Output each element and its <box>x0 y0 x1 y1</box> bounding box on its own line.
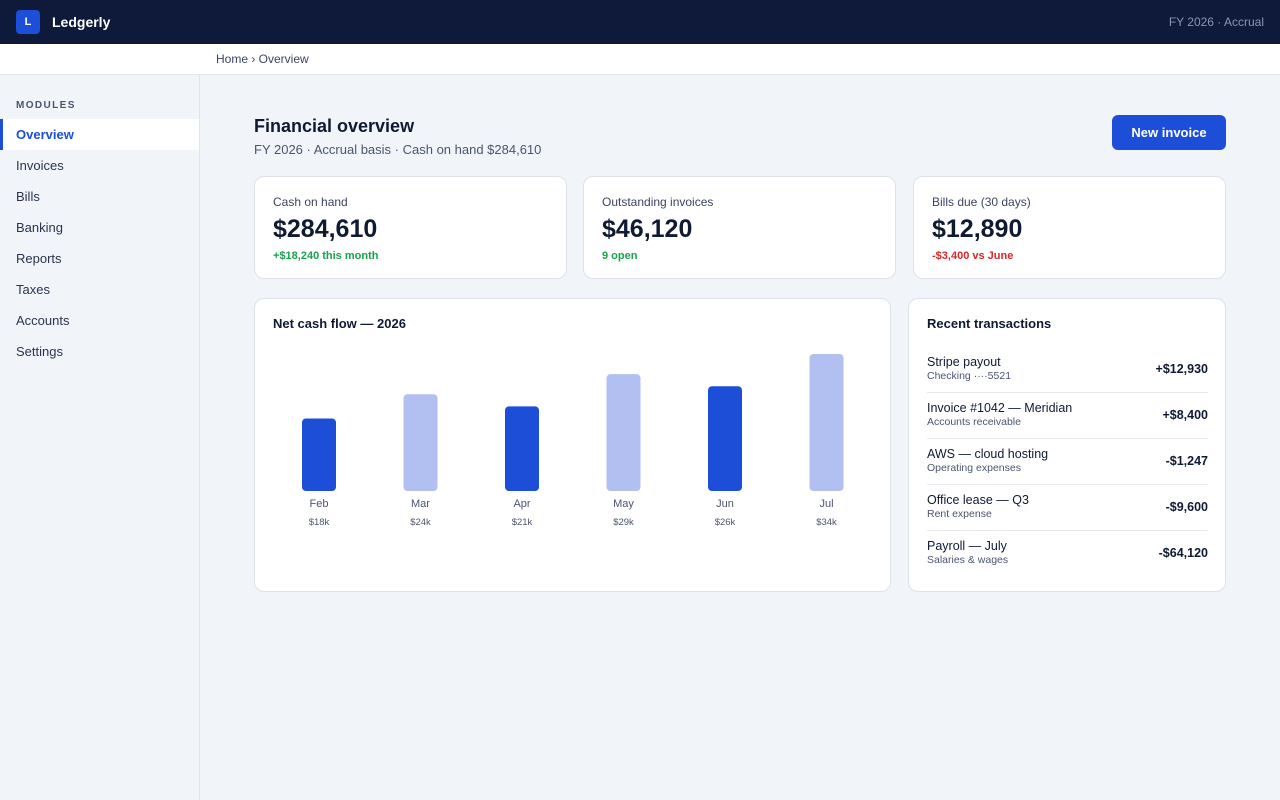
sidebar-item-banking[interactable]: Banking <box>16 220 63 235</box>
kpi-card-outstanding-invoices[interactable]: Outstanding invoices $46,120 9 open <box>583 176 896 279</box>
kpi-delta: +$18,240 this month <box>273 250 379 262</box>
x-tick-label: May <box>613 498 634 510</box>
transaction-account: Rent expense <box>927 508 992 520</box>
bar-jun[interactable] <box>708 386 742 491</box>
transaction-row[interactable]: Stripe payout Checking ····5521 +$12,930 <box>927 347 1208 393</box>
x-tick-label: Jul <box>819 498 833 510</box>
bar-mar[interactable] <box>403 394 438 491</box>
kpi-label: Bills due (30 days) <box>932 195 1031 209</box>
transaction-amount: +$8,400 <box>1162 408 1208 422</box>
transaction-account: Checking ····5521 <box>927 370 1012 382</box>
breadcrumb[interactable]: Home › Overview <box>216 52 309 66</box>
page-subtitle: FY 2026 · Accrual basis · Cash on hand $… <box>254 142 542 157</box>
transaction-row[interactable]: Payroll — July Salaries & wages -$64,120 <box>927 531 1208 577</box>
chart-title: Net cash flow — 2026 <box>273 316 406 331</box>
kpi-value: $284,610 <box>273 215 378 243</box>
bar-value-label: $24k <box>410 517 431 528</box>
transaction-name: AWS — cloud hosting <box>927 447 1049 461</box>
transaction-amount: -$64,120 <box>1158 546 1208 560</box>
bar-value-label: $34k <box>816 517 837 528</box>
sidebar-item-accounts[interactable]: Accounts <box>16 313 70 328</box>
sidebar-item-overview[interactable]: Overview <box>0 119 199 150</box>
transaction-name: Office lease — Q3 <box>927 493 1029 507</box>
transaction-row[interactable]: Office lease — Q3 Rent expense -$9,600 <box>927 485 1208 531</box>
bar-value-label: $29k <box>613 517 634 528</box>
kpi-delta: 9 open <box>602 250 638 262</box>
bar-value-label: $21k <box>512 517 533 528</box>
transaction-amount: +$12,930 <box>1155 362 1208 376</box>
x-tick-label: Feb <box>310 498 329 510</box>
app-name[interactable]: Ledgerly <box>52 14 111 30</box>
kpi-label: Cash on hand <box>273 195 348 209</box>
fiscal-period-label: FY 2026 · Accrual <box>1168 15 1264 29</box>
sidebar-item-invoices[interactable]: Invoices <box>16 158 64 173</box>
kpi-value: $46,120 <box>602 215 693 243</box>
x-tick-label: Jun <box>716 498 734 510</box>
transaction-account: Accounts receivable <box>927 416 1021 428</box>
new-invoice-button[interactable]: New invoice <box>1112 115 1226 150</box>
cash-flow-chart-card: Net cash flow — 2026 Feb $18k Mar $24k Apr $2… <box>254 298 891 592</box>
transactions-list: Stripe payout Checking ····5521 +$12,930… <box>927 347 1208 577</box>
breadcrumb-bar: Home › Overview <box>0 44 1280 75</box>
page-title: Financial overview <box>254 116 415 136</box>
sidebar: MODULES Overview Invoices Bills Banking … <box>0 75 200 800</box>
kpi-delta: -$3,400 vs June <box>932 250 1014 262</box>
transaction-row[interactable]: AWS — cloud hosting Operating expenses -… <box>927 439 1208 485</box>
kpi-label: Outstanding invoices <box>602 195 714 209</box>
bar-jul[interactable] <box>809 354 844 491</box>
x-tick-label: Mar <box>411 498 430 510</box>
transaction-amount: -$1,247 <box>1165 454 1208 468</box>
transaction-name: Payroll — July <box>927 539 1007 553</box>
transaction-account: Operating expenses <box>927 462 1021 474</box>
cash-flow-chart: Feb $18k Mar $24k Apr $21k May $29k Jun $26k Jul $3… <box>302 354 844 528</box>
transaction-amount: -$9,600 <box>1165 500 1208 514</box>
sidebar-item-taxes[interactable]: Taxes <box>16 282 50 297</box>
bar-may[interactable] <box>606 374 641 491</box>
transactions-title: Recent transactions <box>927 316 1052 331</box>
bar-value-label: $26k <box>715 517 736 528</box>
bar-feb[interactable] <box>302 418 336 491</box>
kpi-card-bills-due[interactable]: Bills due (30 days) $12,890 -$3,400 vs J… <box>913 176 1226 279</box>
sidebar-nav: Overview Invoices Bills Banking Reports … <box>0 119 199 367</box>
sidebar-item-reports[interactable]: Reports <box>16 251 62 266</box>
transaction-name: Stripe payout <box>927 355 1001 369</box>
bar-value-label: $18k <box>309 517 330 528</box>
kpi-value: $12,890 <box>932 215 1023 243</box>
sidebar-heading: MODULES <box>16 100 76 111</box>
app-logo-icon[interactable]: L <box>16 10 40 34</box>
bar-apr[interactable] <box>505 406 539 491</box>
x-tick-label: Apr <box>513 498 530 510</box>
kpi-card-cash[interactable]: Cash on hand $284,610 +$18,240 this mont… <box>254 176 567 279</box>
transaction-account: Salaries & wages <box>927 554 1009 566</box>
sidebar-item-bills[interactable]: Bills <box>16 189 40 204</box>
top-bar: L Ledgerly FY 2026 · Accrual <box>0 0 1280 44</box>
transaction-name: Invoice #1042 — Meridian <box>927 401 1073 415</box>
recent-transactions-card: Recent transactions Stripe payout Checki… <box>908 298 1226 592</box>
sidebar-item-settings[interactable]: Settings <box>16 344 63 359</box>
transaction-row[interactable]: Invoice #1042 — Meridian Accounts receiv… <box>927 393 1208 439</box>
